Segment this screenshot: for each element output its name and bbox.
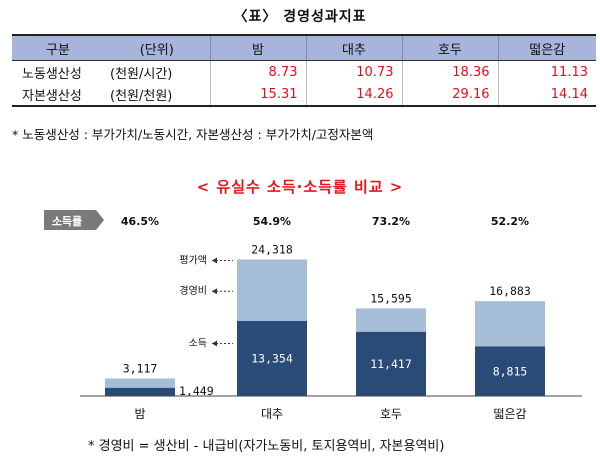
table-cell: 14.26 (305, 83, 402, 107)
chart-footnote: * 경영비 = 생산비 - 내급비(자가노동비, 토지용역비, 자본용역비) (88, 439, 445, 454)
income-rate-value: 54.9% (253, 215, 291, 228)
header-walnut: 호두 (401, 34, 498, 61)
cost-bar-segment (475, 301, 545, 347)
performance-table: 구분 (단위) 밤 대추 호두 떫은감 노동생산성 (천원/시간) 8.73 1… (12, 34, 596, 107)
income-rate-value: 52.2% (491, 215, 529, 228)
table-cell: 10.73 (305, 60, 402, 83)
income-rate-badge (44, 210, 104, 230)
total-value-label: 16,883 (489, 284, 531, 298)
table-cell: 14.14 (497, 83, 596, 107)
header-unit: (단위) (104, 34, 210, 61)
table-cell: 29.16 (401, 83, 498, 107)
header-category: 구분 (12, 34, 104, 61)
table-title: 〈표〉 경영성과지표 (233, 9, 367, 25)
category-label: 떫은감 (493, 407, 526, 421)
header-chestnut: 밤 (209, 34, 306, 61)
income-bar-segment (237, 321, 307, 396)
income-chart: 소득률 46.5% 3,117 1,449 밤 54.9% 24,318 13,354 대추 73… (44, 210, 582, 421)
income-value-label: 8,815 (493, 364, 528, 378)
table-row: 노동생산성 (천원/시간) 8.73 10.73 18.36 11.13 (12, 60, 596, 83)
income-rate-label: 소득률 (52, 215, 82, 228)
annotation-arrow-icon (212, 288, 217, 295)
income-bar-segment (475, 346, 545, 396)
category-label: 밤 (134, 407, 145, 421)
total-value-label: 15,595 (370, 291, 412, 305)
table-footnote: * 노동생산성 : 부가가치/노동시간, 자본생산성 : 부가가치/고정자본액 (12, 127, 374, 142)
table-cell: 18.36 (401, 60, 498, 83)
cost-bar-segment (237, 259, 307, 322)
table-header-row: 구분 (단위) 밤 대추 호두 떫은감 (12, 34, 596, 61)
income-bar-segment (356, 331, 426, 396)
header-astringent-persimmon: 떫은감 (497, 34, 596, 61)
table-cell: 11.13 (497, 60, 596, 83)
cost-annotation-label: 경영비 (179, 284, 207, 297)
row-unit: (천원/천원) (104, 83, 210, 107)
income-bar-segment (105, 387, 175, 396)
total-value-label: 24,318 (251, 242, 293, 256)
annotation-arrow-icon (212, 257, 217, 264)
header-jujube: 대추 (305, 34, 402, 61)
income-rate-value: 73.2% (372, 215, 410, 228)
income-annotation-label: 소득 (189, 338, 207, 350)
table-cell: 15.31 (209, 83, 306, 107)
table-cell: 8.73 (209, 60, 306, 83)
chart-title: < 유실수 소득·소득률 비교 > (196, 178, 404, 196)
total-value-label: 3,117 (123, 361, 158, 375)
category-label: 대추 (261, 407, 283, 421)
table-row: 자본생산성 (천원/천원) 15.31 14.26 29.16 14.14 (12, 83, 596, 107)
total-annotation-label: 평가액 (179, 254, 207, 266)
income-value-label: 13,354 (251, 352, 293, 366)
cost-bar-segment (356, 308, 426, 332)
income-value-label: 1,449 (179, 384, 214, 398)
cost-bar-segment (105, 378, 175, 388)
category-label: 호두 (380, 407, 402, 421)
income-value-label: 11,417 (370, 357, 412, 371)
row-label: 자본생산성 (12, 83, 104, 107)
annotation-arrow-icon (212, 340, 217, 347)
row-unit: (천원/시간) (110, 66, 173, 82)
row-label: 노동생산성 (22, 66, 82, 82)
income-rate-value: 46.5% (121, 215, 159, 228)
